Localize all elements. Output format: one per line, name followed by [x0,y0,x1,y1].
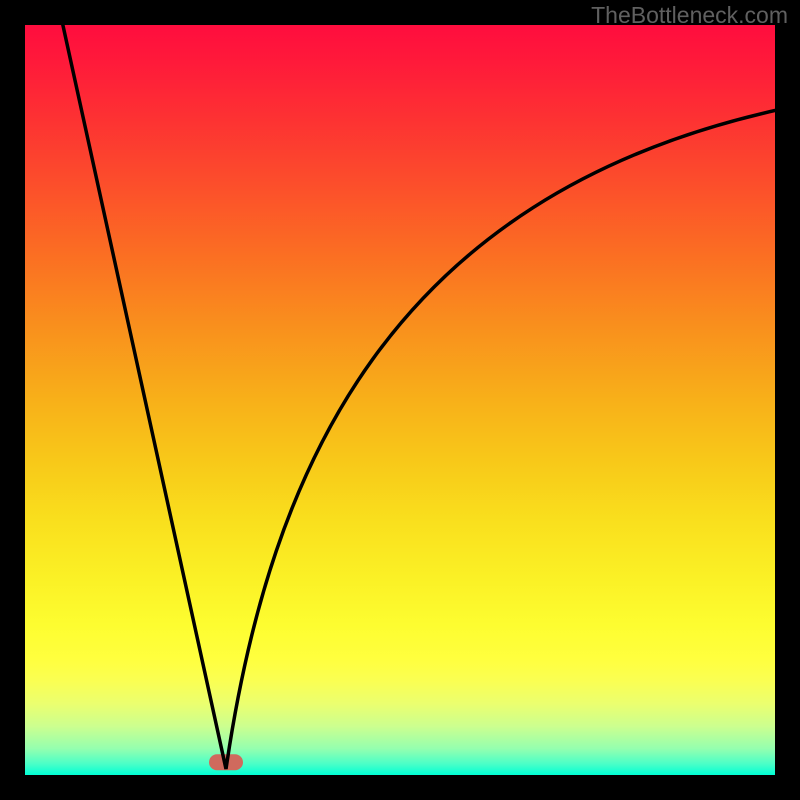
chart-svg [0,0,800,800]
gradient-plot [25,25,775,775]
chart-stage: TheBottleneck.com [0,0,800,800]
watermark-text: TheBottleneck.com [591,2,788,29]
